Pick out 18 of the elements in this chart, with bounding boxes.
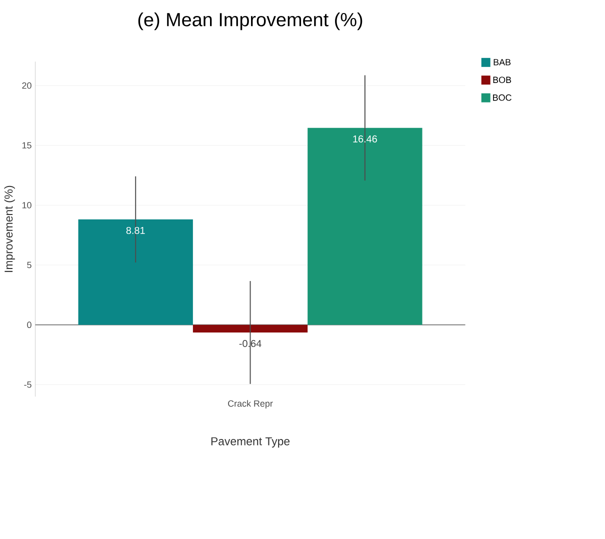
- legend-label: BOB: [493, 76, 512, 84]
- x-tick-label: Crack Repr: [228, 400, 273, 408]
- bar: [308, 128, 422, 325]
- y-tick-label: 10: [22, 202, 32, 208]
- legend-label: BAB: [494, 59, 511, 66]
- data-label: 8.81: [126, 226, 145, 234]
- y-tick-label: 5: [27, 262, 32, 268]
- legend-label: BOC: [493, 94, 512, 101]
- y-tick-label: -5: [24, 382, 32, 388]
- y-axis-title: Improvement (%): [4, 186, 15, 272]
- x-axis-title: Pavement Type: [211, 437, 290, 448]
- data-label: 16.46: [353, 135, 377, 142]
- bar: [192, 324, 308, 332]
- bar: [78, 219, 193, 325]
- chart-title: (e) Mean Improvement (%): [138, 12, 362, 30]
- y-tick-label: 20: [22, 82, 32, 89]
- y-tick-label: 15: [22, 142, 32, 148]
- y-tick-label: 0: [27, 322, 32, 328]
